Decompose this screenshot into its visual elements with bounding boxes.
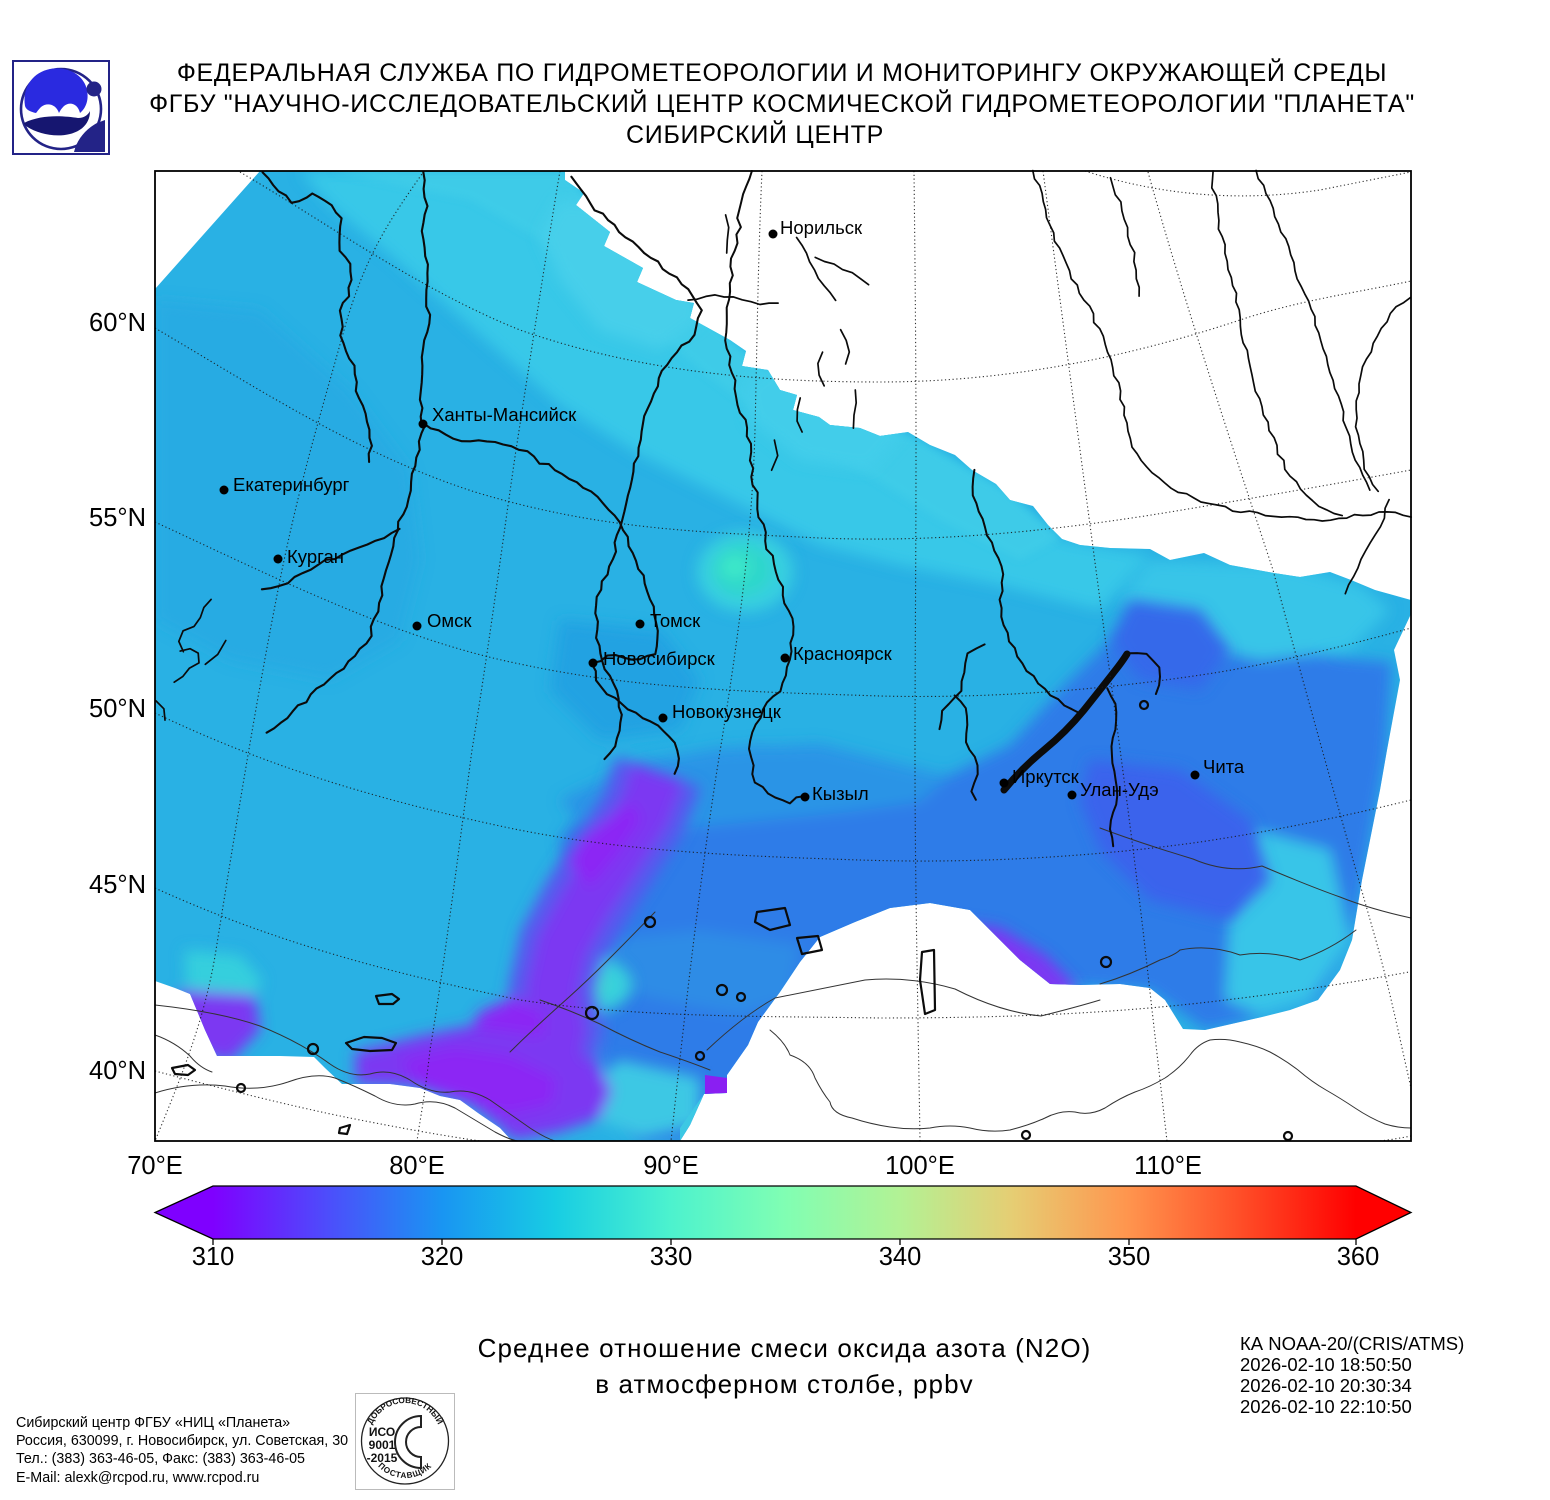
svg-text:ИСО: ИСО: [369, 1425, 395, 1439]
svg-text:-2015: -2015: [367, 1451, 398, 1465]
svg-text:9001: 9001: [369, 1438, 396, 1452]
